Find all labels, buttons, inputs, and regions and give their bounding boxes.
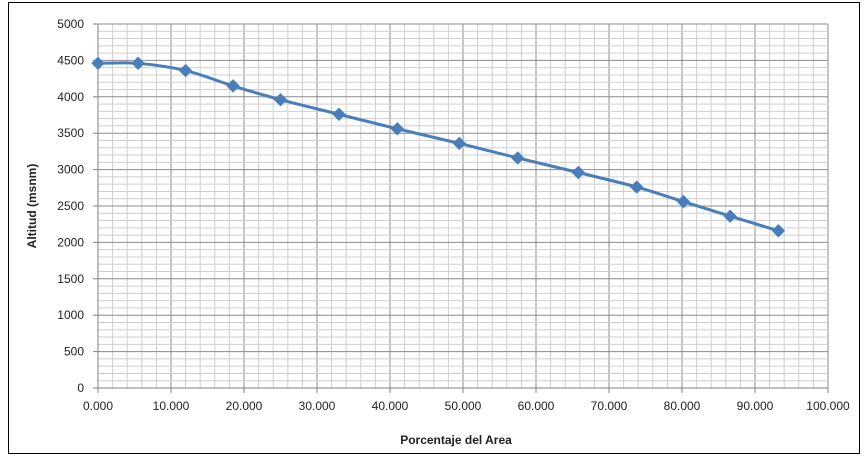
data-point-marker bbox=[676, 194, 691, 209]
data-point-marker bbox=[91, 56, 105, 71]
data-series bbox=[91, 56, 786, 238]
y-tick-label: 500 bbox=[64, 345, 84, 359]
x-tick-label: 70.000 bbox=[591, 399, 628, 413]
y-tick-label: 2500 bbox=[57, 199, 84, 213]
x-tick-label: 40.000 bbox=[372, 399, 409, 413]
x-tick-label: 30.000 bbox=[299, 399, 336, 413]
data-point-marker bbox=[452, 136, 467, 151]
x-tick-label: 80.000 bbox=[664, 399, 701, 413]
y-tick-labels: 0 500 1000 1500 2000 2500 3000 3500 4000 4500 5000 bbox=[57, 17, 84, 395]
data-point-marker bbox=[131, 56, 145, 71]
x-tick-label: 20.000 bbox=[226, 399, 263, 413]
data-point-marker bbox=[571, 165, 586, 180]
y-tick-label: 1500 bbox=[57, 272, 84, 286]
data-point-marker bbox=[511, 151, 525, 165]
x-tick-label: 0.000 bbox=[83, 399, 113, 413]
x-tick-label: 100.000 bbox=[806, 399, 850, 413]
data-point-marker bbox=[771, 224, 786, 238]
x-tick-label: 60.000 bbox=[518, 399, 555, 413]
y-tick-label: 3500 bbox=[57, 126, 84, 140]
y-tick-label: 3000 bbox=[57, 163, 84, 177]
x-tick-label: 90.000 bbox=[737, 399, 774, 413]
data-point-marker bbox=[630, 180, 644, 194]
x-tick-label: 50.000 bbox=[445, 399, 482, 413]
data-point-marker bbox=[273, 93, 288, 107]
gridlines bbox=[97, 23, 829, 389]
y-tick-label: 1000 bbox=[57, 308, 84, 322]
data-point-marker bbox=[723, 209, 737, 223]
y-tick-label: 2000 bbox=[57, 235, 84, 249]
y-tick-label: 4500 bbox=[57, 53, 84, 67]
x-tick-labels: 0.000 10.000 20.000 30.000 40.000 50.000 60.00… bbox=[83, 399, 850, 413]
axes bbox=[93, 23, 829, 393]
y-tick-label: 0 bbox=[77, 381, 84, 395]
y-tick-label: 5000 bbox=[57, 17, 84, 31]
data-point-marker bbox=[390, 122, 405, 136]
data-point-marker bbox=[226, 79, 240, 93]
x-axis-title: Porcentaje del Area bbox=[400, 433, 512, 447]
x-tick-label: 10.000 bbox=[153, 399, 190, 413]
data-point-marker bbox=[332, 107, 346, 121]
y-tick-label: 4000 bbox=[57, 90, 84, 104]
data-point-marker bbox=[178, 63, 193, 78]
y-axis-title: Altitud (msnm) bbox=[25, 164, 39, 249]
